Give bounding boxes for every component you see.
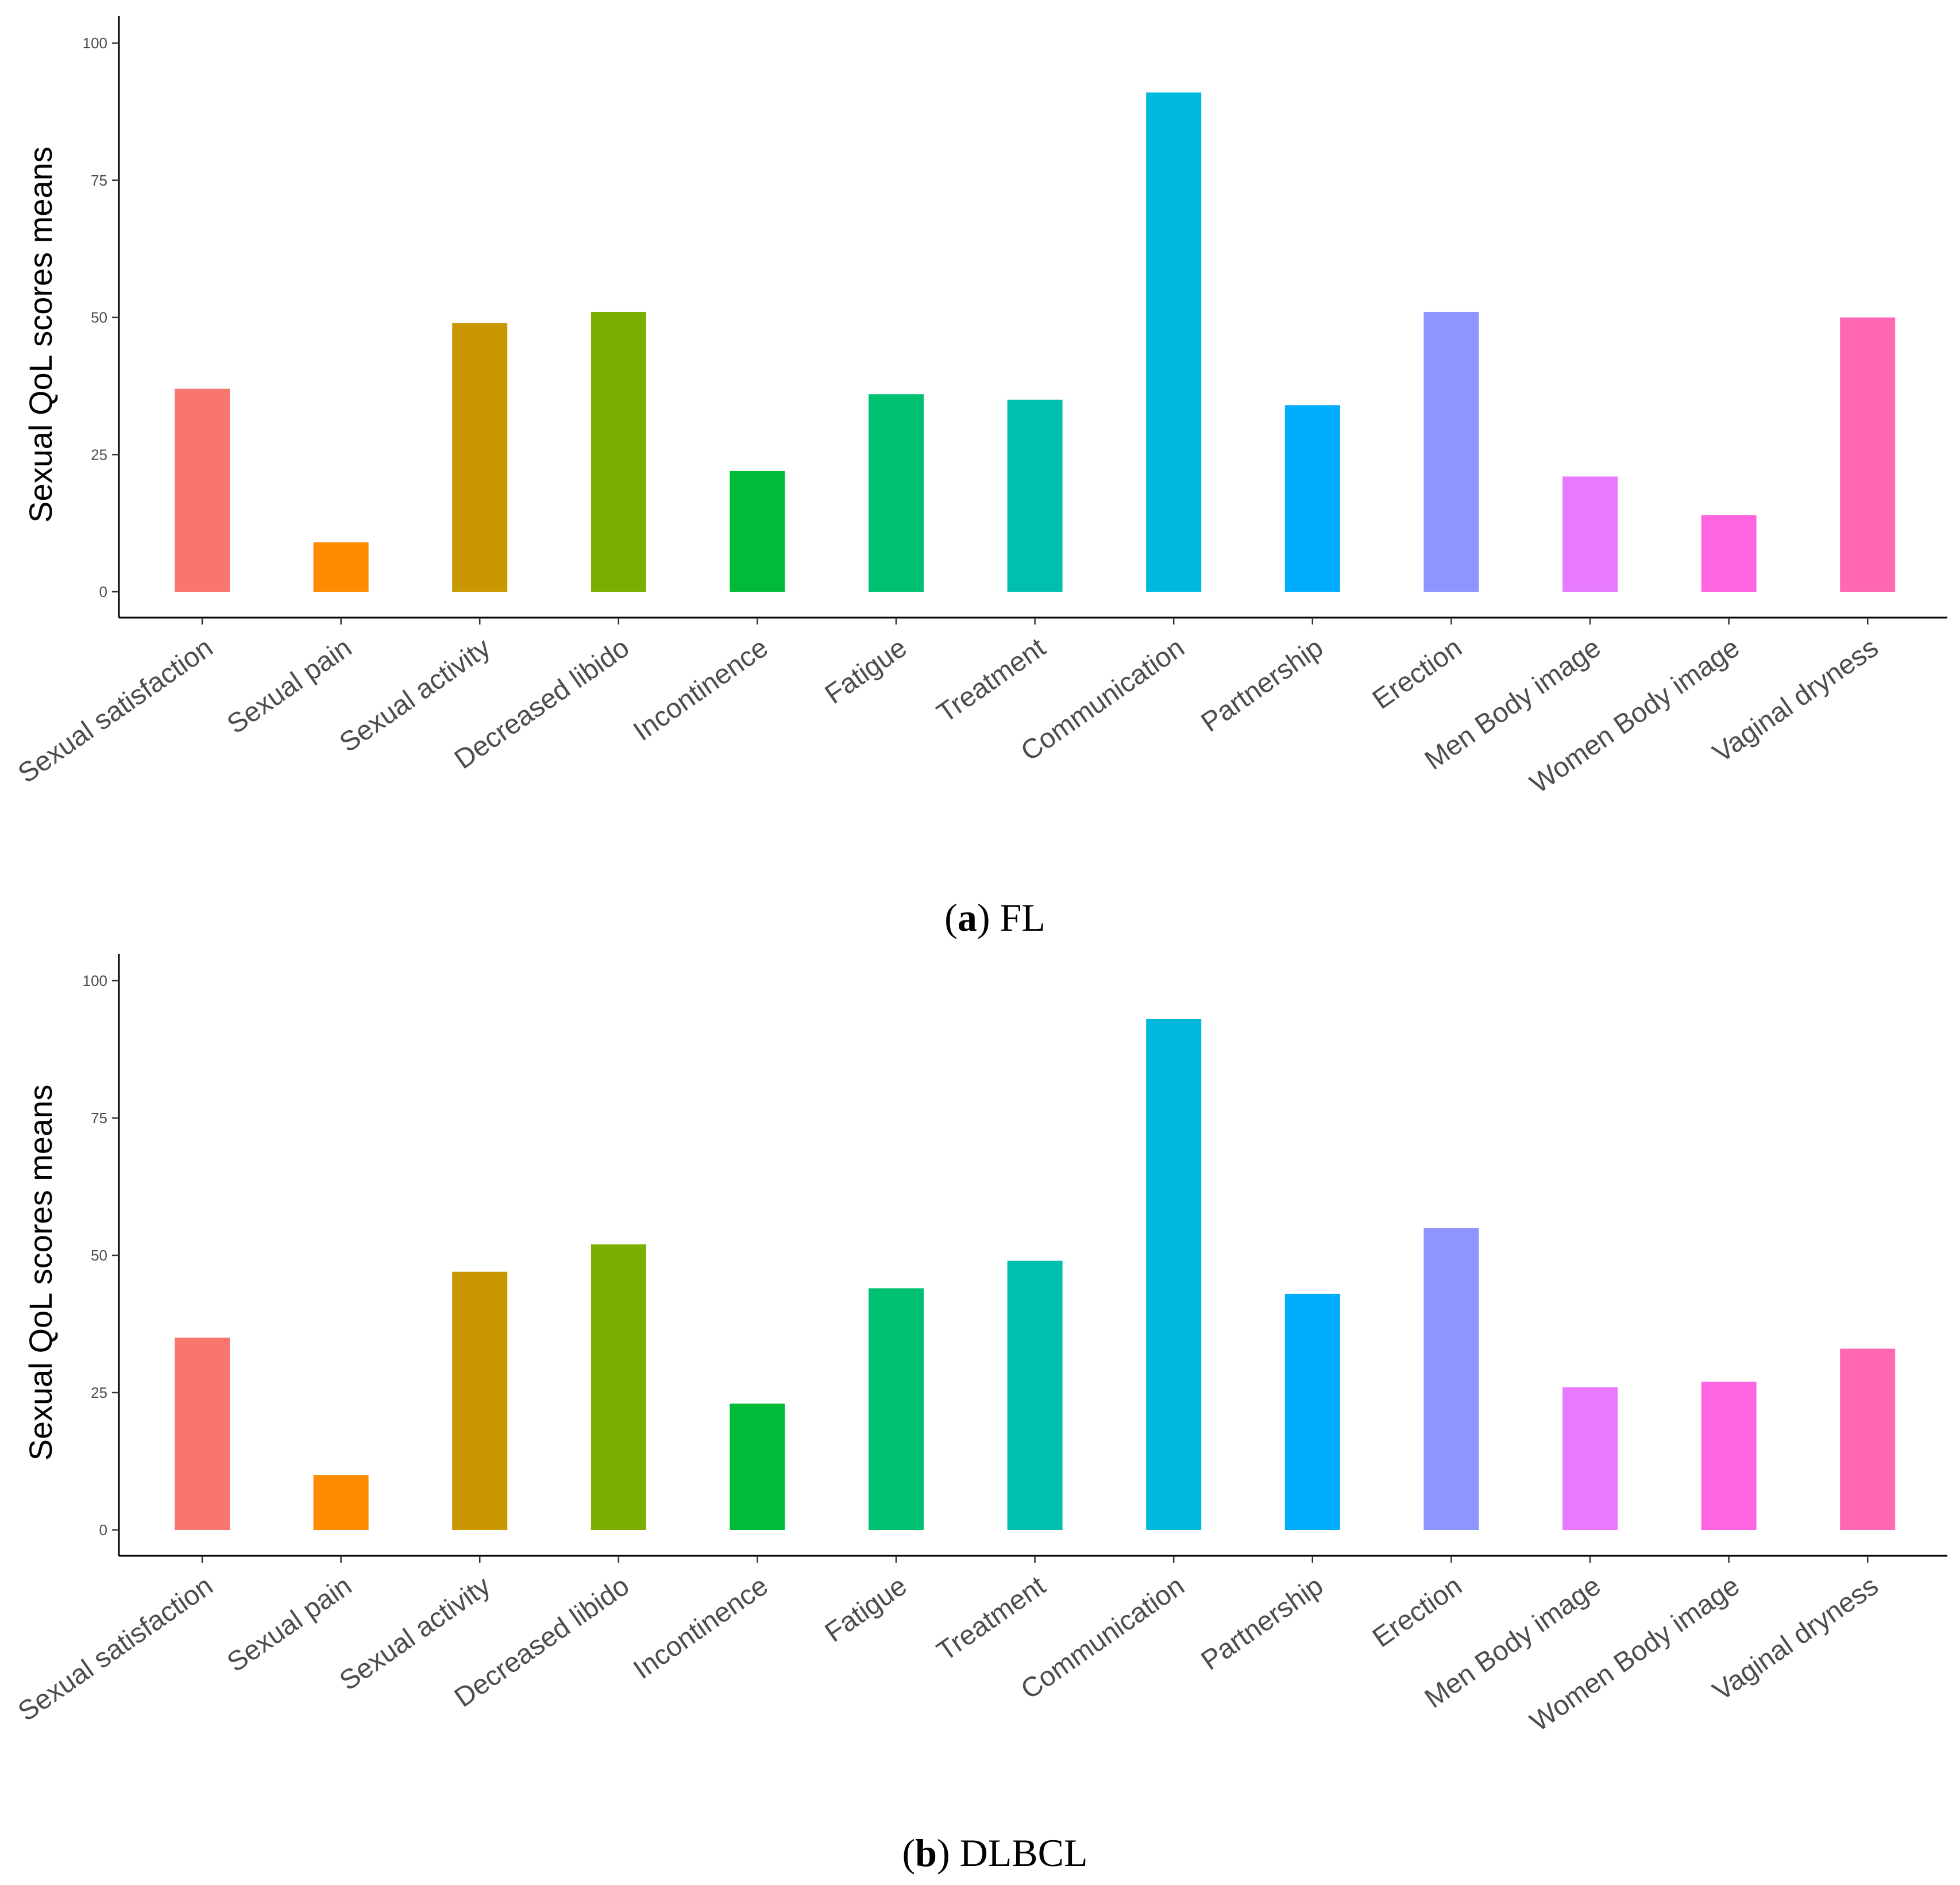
x-tick-label: Sexual pain <box>222 633 357 740</box>
bar-communication <box>1146 1019 1202 1530</box>
bar-erection <box>1423 311 1479 592</box>
y-axis-title: Sexual QoL scores means <box>22 147 59 523</box>
bar-incontinence <box>730 1404 785 1530</box>
y-tick-label: 0 <box>99 583 107 600</box>
x-tick-label: Erection <box>1367 1571 1468 1653</box>
bar-treatment <box>1007 399 1063 592</box>
y-tick-label: 50 <box>91 1247 107 1264</box>
bar-vaginal-dryness <box>1840 317 1896 592</box>
bar-men-body-image <box>1562 476 1618 592</box>
y-tick-label: 75 <box>91 172 107 189</box>
bar-men-body-image <box>1562 1387 1618 1530</box>
x-tick-label: Sexual satisfaction <box>13 633 218 789</box>
bar-partnership <box>1284 1293 1340 1530</box>
x-tick-label: Partnership <box>1196 1571 1329 1676</box>
x-tick-label: Fatigue <box>820 633 913 710</box>
bar-fatigue <box>869 394 924 592</box>
bar-women-body-image <box>1701 515 1757 592</box>
bar-women-body-image <box>1701 1381 1757 1530</box>
bar-fatigue <box>869 1288 924 1530</box>
y-tick-label: 50 <box>91 309 107 326</box>
bar-partnership <box>1284 405 1340 592</box>
panel-caption: (a) FL <box>944 896 1045 939</box>
x-tick-label: Treatment <box>932 633 1051 729</box>
x-tick-label: Incontinence <box>628 633 773 747</box>
bar-sexual-satisfaction <box>175 1337 230 1530</box>
chart-panel-a: 0 25 50 75 100 Sexual satisfaction Sexual pain… <box>13 16 1947 939</box>
x-tick-label: Treatment <box>932 1571 1051 1667</box>
x-tick-label: Sexual pain <box>222 1571 357 1678</box>
y-tick-label: 75 <box>91 1109 107 1127</box>
x-tick-label: Erection <box>1367 633 1468 715</box>
y-axis-title: Sexual QoL scores means <box>22 1085 59 1461</box>
x-tick-label: Fatigue <box>820 1571 913 1648</box>
bar-vaginal-dryness <box>1840 1348 1896 1530</box>
y-tick-label: 25 <box>91 1384 107 1401</box>
y-tick-label: 100 <box>83 34 107 52</box>
bar-decreased-libido <box>591 1244 646 1530</box>
y-tick-label: 25 <box>91 446 107 463</box>
bar-incontinence <box>730 471 785 592</box>
panel-caption: (b) DLBCL <box>902 1831 1087 1875</box>
bar-erection <box>1423 1228 1479 1530</box>
bar-treatment <box>1007 1260 1063 1530</box>
bar-sexual-pain <box>313 542 369 592</box>
bar-communication <box>1146 92 1202 592</box>
bar-sexual-satisfaction <box>175 388 230 592</box>
bar-sexual-pain <box>313 1475 369 1530</box>
x-tick-label: Incontinence <box>628 1571 773 1686</box>
y-tick-label: 0 <box>99 1521 107 1539</box>
x-tick-label: Sexual satisfaction <box>13 1571 218 1728</box>
bar-sexual-activity <box>452 323 508 592</box>
bar-sexual-activity <box>452 1271 508 1530</box>
y-tick-label: 100 <box>83 972 107 989</box>
chart-panel-b: 0 25 50 75 100 Sexual satisfaction Sexual pain… <box>13 954 1947 1875</box>
x-tick-label: Partnership <box>1196 633 1329 738</box>
bar-decreased-libido <box>591 311 646 592</box>
